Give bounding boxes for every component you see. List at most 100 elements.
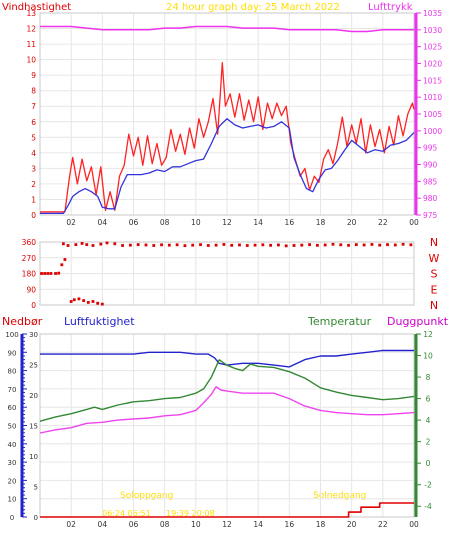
direction-point [43,272,47,275]
humidity-y-tick-label: 100 [5,331,18,339]
direction-point [86,300,90,304]
pressure-label: Lufttrykk [368,2,413,13]
temperature-y-tick-label: 6 [426,395,431,404]
pressure-y-tick-label: 1015 [423,76,442,85]
temperature-y-tick-label: 10 [423,352,433,361]
direction-point [105,241,109,245]
x-tick-label: 18 [316,520,326,529]
x-tick-label: 10 [191,218,201,227]
wind-y-tick-label: 1 [31,195,36,204]
pressure-y-tick-label: 1035 [423,9,442,18]
direction-point [253,243,257,247]
dewpoint-line [39,386,415,434]
wind-y-tick-label: 3 [31,164,36,173]
direction-point [277,243,280,247]
x-tick-label: 00 [409,520,419,529]
direction-point [40,272,43,275]
direction-y-tick-label: 180 [22,270,37,279]
temperature-y-tick-label: 8 [426,373,431,382]
precip-y-tick-label: 20 [29,392,38,400]
chart-title: 24 hour graph day: 25 March 2022 [166,2,340,13]
direction-y-tick-label: 0 [31,301,36,310]
direction-point [230,243,234,247]
x-tick-label: 08 [160,218,170,227]
dewpoint-label: Duggpunkt [387,315,449,328]
pressure-y-tick-label: 975 [423,211,438,220]
precip-label: Nedbør [2,315,43,328]
wind-y-tick-label: 12 [26,25,36,34]
x-tick-label: 12 [222,218,232,227]
direction-point [57,271,61,275]
direction-point [401,242,405,246]
direction-point [46,272,50,275]
x-tick-label: 00 [409,218,419,227]
direction-point [378,243,382,247]
humidity-line [40,349,414,368]
direction-point [91,300,95,303]
direction-point [175,243,179,247]
humidity-y-tick-label: 0 [10,514,14,522]
x-tick-label: 10 [191,520,201,529]
sunrise-label: Soloppgang [120,491,173,501]
pressure-line [40,25,414,33]
temperature-y-tick-label: 2 [426,438,431,447]
direction-point [261,243,265,247]
direction-point [245,244,249,247]
direction-point [82,299,86,303]
humidity-y-tick-label: 80 [8,368,17,376]
temperature-y-tick-label: 4 [426,416,431,425]
pressure-y-tick-label: 1010 [423,93,442,102]
direction-point [183,244,187,248]
direction-point [72,298,76,302]
direction-point [136,243,140,247]
direction-point [77,297,81,301]
x-tick-label: 20 [347,520,357,529]
pressure-y-tick-label: 1020 [423,60,442,69]
sunrise-sub-label: 06:24 06:51 [102,509,151,518]
pressure-y-tick-label: 985 [423,177,438,186]
direction-point [354,243,358,247]
humidity-y-tick-label: 50 [8,423,17,431]
direction-point [269,243,273,247]
direction-point [63,258,67,261]
direction-point [49,272,53,275]
humidity-y-tick-label: 40 [8,441,17,449]
humidity-y-tick-label: 10 [8,496,17,504]
direction-point [61,242,65,246]
direction-point [160,243,163,247]
x-tick-label: 16 [285,218,295,227]
direction-point [69,300,73,303]
direction-point [315,243,319,247]
x-tick-label: 14 [253,520,263,529]
direction-point [206,244,210,247]
x-tick-label: 02 [66,520,76,529]
wind-y-tick-label: 10 [26,56,36,65]
direction-point [238,243,241,247]
wind-speed-label: Vindhastighet [2,2,71,13]
direction-point [66,244,70,247]
direction-point [60,263,64,267]
direction-point [339,243,343,247]
precip-y-tick-label: 5 [34,484,38,492]
temperature-y-tick-label: -4 [424,502,432,511]
direction-point [222,243,226,246]
x-tick-label: 16 [285,520,295,529]
x-tick-label: 12 [222,520,232,529]
direction-point [308,243,311,247]
x-tick-label: 04 [98,218,108,227]
wind-y-tick-label: 11 [26,40,36,49]
plot-frame [39,241,415,306]
direction-point [386,243,389,247]
precip-y-tick-label: 25 [29,362,38,370]
humidity-y-tick-label: 30 [8,459,17,467]
x-tick-label: 04 [98,520,108,529]
temperature-y-tick-label: 12 [423,330,433,339]
direction-y-tick-label: 90 [26,285,36,294]
humidity-y-tick-label: 60 [8,404,17,412]
direction-point [331,242,335,246]
direction-point [152,244,156,247]
wind-average-line [40,118,415,215]
pressure-y-tick-label: 995 [423,144,438,153]
direction-point [85,243,89,247]
